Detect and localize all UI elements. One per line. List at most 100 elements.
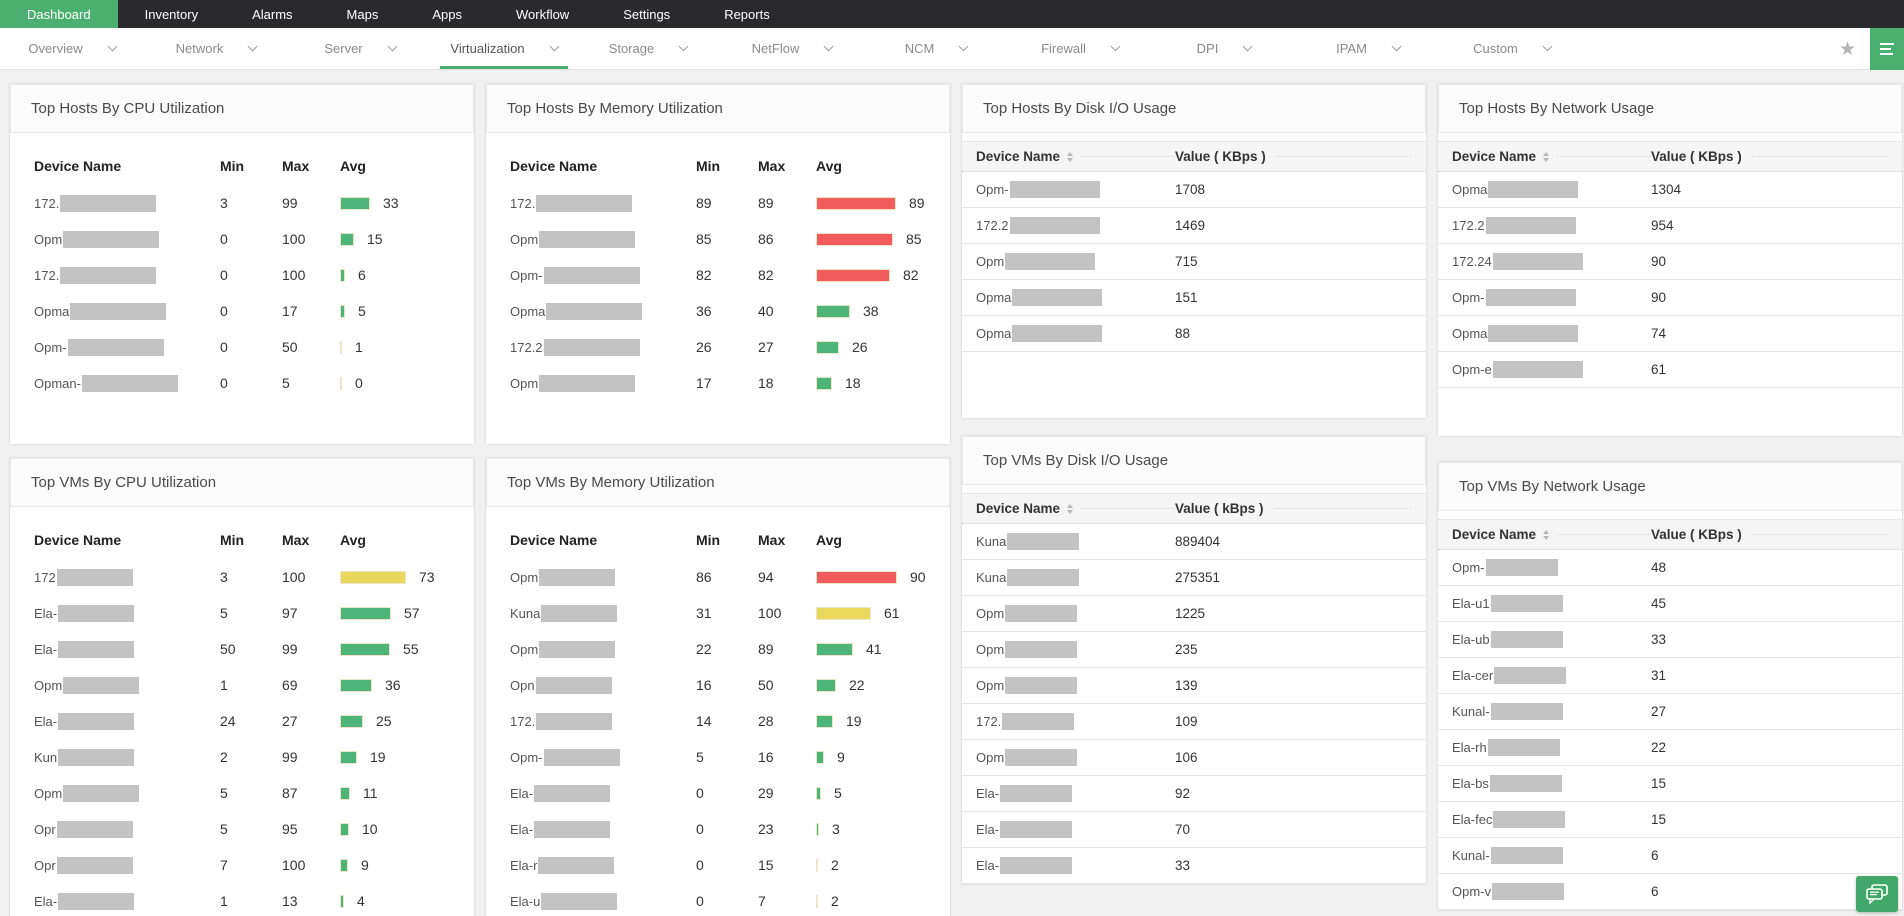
dashboard-tab[interactable]: NCM bbox=[864, 28, 1008, 69]
device-name[interactable]: Opm- bbox=[510, 267, 543, 283]
device-name[interactable]: Ela- bbox=[34, 713, 58, 729]
column-header-device[interactable]: Device Name bbox=[976, 501, 1061, 516]
device-name[interactable]: 172. bbox=[34, 267, 60, 283]
device-name[interactable]: Opm bbox=[510, 569, 539, 585]
dashboard-tab[interactable]: Virtualization bbox=[432, 28, 576, 69]
device-name[interactable]: 172.2 bbox=[510, 339, 543, 355]
device-name[interactable]: Opr bbox=[34, 857, 56, 873]
device-name[interactable]: Opm bbox=[34, 231, 63, 247]
device-name[interactable]: Opm bbox=[976, 678, 1005, 693]
column-header-max[interactable]: Max bbox=[282, 532, 310, 548]
device-name[interactable]: Opm- bbox=[34, 339, 67, 355]
device-name[interactable]: 172 bbox=[34, 569, 56, 585]
device-name[interactable]: Ela- bbox=[976, 786, 1000, 801]
column-header-avg[interactable]: Avg bbox=[816, 532, 842, 548]
dashboard-tab[interactable]: Network bbox=[144, 28, 288, 69]
sort-icon[interactable] bbox=[1067, 503, 1074, 514]
device-name[interactable]: 172. bbox=[976, 714, 1002, 729]
device-name[interactable]: Kuna bbox=[976, 570, 1007, 585]
nav-item[interactable]: Inventory bbox=[144, 6, 199, 22]
device-name[interactable]: Opma bbox=[1452, 182, 1488, 197]
nav-item[interactable]: Alarms bbox=[252, 6, 293, 22]
device-name[interactable]: Ela-rh bbox=[1452, 740, 1487, 755]
column-header-max[interactable]: Max bbox=[758, 158, 786, 174]
device-name[interactable]: Opma bbox=[1452, 326, 1488, 341]
widget-list-button[interactable] bbox=[1870, 28, 1904, 70]
column-header-min[interactable]: Min bbox=[220, 158, 245, 174]
device-name[interactable]: Ela- bbox=[976, 858, 1000, 873]
device-name[interactable]: Kunal- bbox=[1452, 704, 1490, 719]
device-name[interactable]: Opm bbox=[976, 642, 1005, 657]
device-name[interactable]: Opm bbox=[976, 254, 1005, 269]
device-name[interactable]: Opm bbox=[34, 785, 63, 801]
device-name[interactable]: Opm- bbox=[1452, 560, 1485, 575]
device-name[interactable]: Opman- bbox=[34, 375, 81, 391]
column-header-avg[interactable]: Avg bbox=[816, 158, 842, 174]
device-name[interactable]: 172.2 bbox=[976, 218, 1009, 233]
column-header-min[interactable]: Min bbox=[696, 158, 721, 174]
device-name[interactable]: 172. bbox=[510, 713, 536, 729]
device-name[interactable]: Opm bbox=[976, 606, 1005, 621]
device-name[interactable]: Opm-v bbox=[1452, 884, 1491, 899]
column-header-min[interactable]: Min bbox=[696, 532, 721, 548]
dashboard-tab[interactable]: Overview bbox=[0, 28, 144, 69]
nav-item[interactable]: Workflow bbox=[515, 6, 570, 22]
column-header-device[interactable]: Device Name bbox=[976, 149, 1061, 164]
device-name[interactable]: Ela-u1 bbox=[1452, 596, 1490, 611]
column-header-value[interactable]: Value ( KBps ) bbox=[1651, 149, 1742, 164]
dashboard-tab[interactable]: Server bbox=[288, 28, 432, 69]
column-header-max[interactable]: Max bbox=[758, 532, 786, 548]
device-name[interactable]: Opma bbox=[510, 303, 546, 319]
favorite-star-icon[interactable]: ★ bbox=[1838, 38, 1856, 60]
column-header-min[interactable]: Min bbox=[220, 532, 245, 548]
device-name[interactable]: Ela- bbox=[34, 605, 58, 621]
device-name[interactable]: Ela-r bbox=[510, 857, 538, 873]
device-name[interactable]: Opma bbox=[976, 290, 1012, 305]
sort-icon[interactable] bbox=[1067, 151, 1074, 162]
device-name[interactable]: Ela-fec bbox=[1452, 812, 1493, 827]
device-name[interactable]: Ela-cer bbox=[1452, 668, 1494, 683]
device-name[interactable]: 172. bbox=[510, 195, 536, 211]
device-name[interactable]: Opm- bbox=[1452, 290, 1485, 305]
nav-item[interactable]: Apps bbox=[432, 6, 462, 22]
device-name[interactable]: Ela-u bbox=[510, 893, 541, 909]
device-name[interactable]: 172.24 bbox=[1452, 254, 1492, 269]
sort-icon[interactable] bbox=[1543, 529, 1550, 540]
dashboard-tab[interactable]: Firewall bbox=[1008, 28, 1152, 69]
dashboard-tab[interactable]: Custom bbox=[1440, 28, 1584, 69]
dashboard-tab[interactable]: IPAM bbox=[1296, 28, 1440, 69]
column-header-device[interactable]: Device Name bbox=[510, 532, 598, 548]
device-name[interactable]: Opr bbox=[34, 821, 56, 837]
column-header-max[interactable]: Max bbox=[282, 158, 310, 174]
device-name[interactable]: Ela-bs bbox=[1452, 776, 1489, 791]
device-name[interactable]: Ela- bbox=[34, 641, 58, 657]
column-header-device[interactable]: Device Name bbox=[34, 532, 122, 548]
chat-feedback-button[interactable] bbox=[1856, 876, 1898, 912]
dashboard-tab[interactable]: NetFlow bbox=[720, 28, 864, 69]
column-header-device[interactable]: Device Name bbox=[1452, 527, 1537, 542]
device-name[interactable]: Kunal- bbox=[1452, 848, 1490, 863]
device-name[interactable]: 172. bbox=[34, 195, 60, 211]
nav-item[interactable]: Dashboard bbox=[0, 0, 118, 28]
device-name[interactable]: Opm bbox=[34, 677, 63, 693]
column-header-value[interactable]: Value ( KBps ) bbox=[1651, 527, 1742, 542]
device-name[interactable]: Opma bbox=[976, 326, 1012, 341]
column-header-device[interactable]: Device Name bbox=[34, 158, 122, 174]
nav-item[interactable]: Maps bbox=[346, 6, 379, 22]
device-name[interactable]: Opm-e bbox=[1452, 362, 1492, 377]
device-name[interactable]: 172.2 bbox=[1452, 218, 1485, 233]
device-name[interactable]: Ela- bbox=[510, 785, 534, 801]
column-header-avg[interactable]: Avg bbox=[340, 158, 366, 174]
column-header-device[interactable]: Device Name bbox=[510, 158, 598, 174]
device-name[interactable]: Ela-ub bbox=[1452, 632, 1490, 647]
device-name[interactable]: Opm bbox=[510, 641, 539, 657]
column-header-value[interactable]: Value ( KBps ) bbox=[1175, 149, 1266, 164]
device-name[interactable]: Opm bbox=[510, 231, 539, 247]
device-name[interactable]: Opma bbox=[34, 303, 70, 319]
device-name[interactable]: Kun bbox=[34, 749, 58, 765]
column-header-device[interactable]: Device Name bbox=[1452, 149, 1537, 164]
device-name[interactable]: Ela- bbox=[34, 893, 58, 909]
device-name[interactable]: Kuna bbox=[976, 534, 1007, 549]
device-name[interactable]: Opm bbox=[976, 750, 1005, 765]
nav-item[interactable]: Settings bbox=[623, 6, 671, 22]
